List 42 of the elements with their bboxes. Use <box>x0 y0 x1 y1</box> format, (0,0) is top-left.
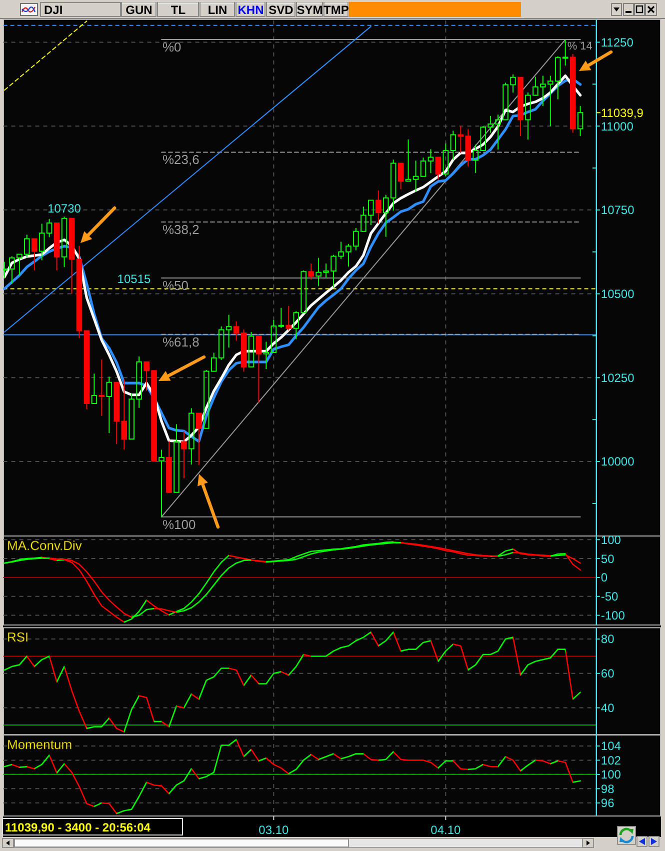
text: 11039,90 - 3400 - 20:56:04 <box>5 820 151 834</box>
text: LIN <box>208 3 228 17</box>
series-label: %61,8 <box>162 334 200 350</box>
y-tick-label: 50 <box>600 552 615 566</box>
annotation: 10730 <box>48 202 82 216</box>
y-tick-label: 102 <box>600 753 622 768</box>
text: 11039,9 <box>600 106 644 120</box>
text: SVD <box>268 3 294 17</box>
y-tick-label: -50 <box>600 590 619 604</box>
y-tick-label: 11000 <box>600 119 634 134</box>
y-tick-label: -100 <box>600 608 626 622</box>
series-label: % 14 <box>567 40 592 53</box>
text: KHN <box>238 3 264 17</box>
chart-title: RSI <box>7 630 29 645</box>
y-tick-label: 10500 <box>600 287 635 301</box>
y-tick-label: 40 <box>600 701 615 716</box>
series-label: %0 <box>162 40 182 55</box>
y-tick-label: 100 <box>600 768 622 782</box>
y-tick-label: 11250 <box>600 35 634 50</box>
text: TL <box>170 3 186 17</box>
chart-title: MA.Conv.Div <box>7 538 82 553</box>
chart-title: Momentum <box>7 737 72 752</box>
x-tick-label: 04.10 <box>430 823 462 837</box>
series-label: %23,6 <box>162 152 200 168</box>
y-tick-label: 10250 <box>600 370 635 385</box>
series-label: %100 <box>162 516 196 532</box>
text: GUN <box>126 3 152 17</box>
y-tick-label: 104 <box>600 739 622 754</box>
y-tick-label: 98 <box>600 782 615 796</box>
y-tick-label: 96 <box>600 796 615 810</box>
y-tick-label: 10000 <box>600 454 635 469</box>
ref-line-label: 10515 <box>117 272 151 286</box>
y-tick-label: 60 <box>600 666 615 681</box>
y-tick-label: 100 <box>600 532 622 547</box>
text: TMP <box>324 3 349 17</box>
y-tick-label: 10750 <box>600 203 635 218</box>
y-tick-label: 80 <box>600 632 615 646</box>
text: SYM <box>296 3 323 17</box>
text: DJI <box>44 3 63 17</box>
series-label: %38,2 <box>162 222 200 238</box>
x-tick-label: 03.10 <box>258 823 290 837</box>
y-tick-label: 0 <box>600 570 608 585</box>
